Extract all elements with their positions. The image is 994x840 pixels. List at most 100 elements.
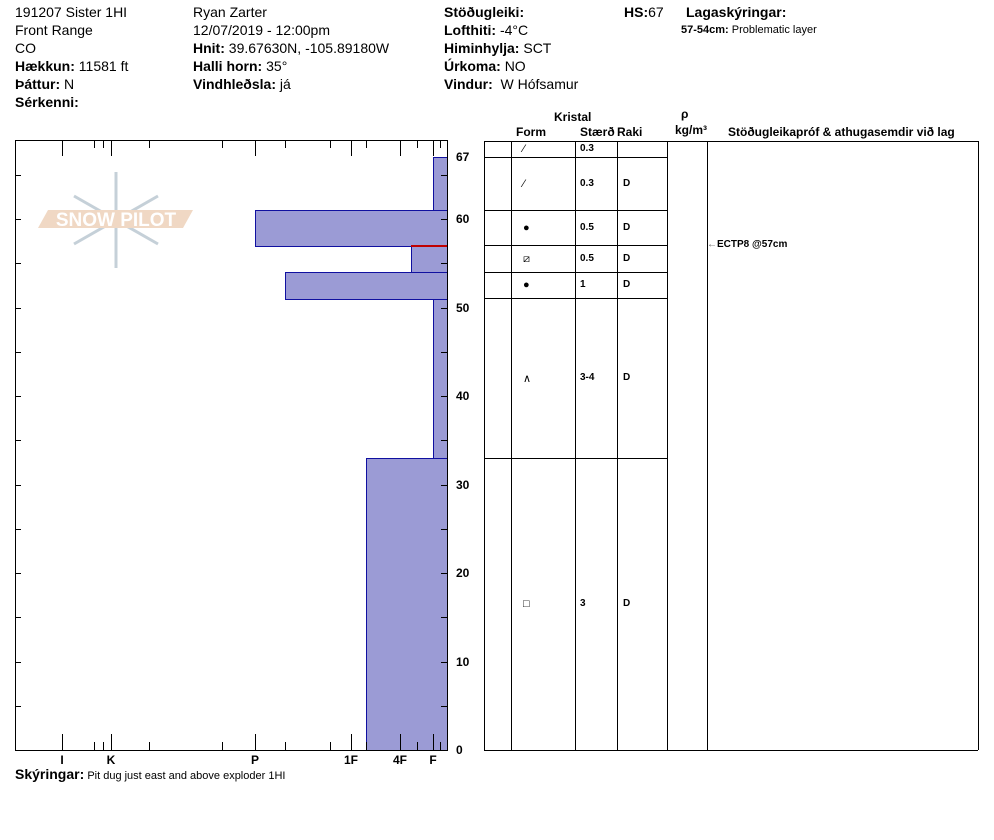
y-tick	[15, 263, 21, 265]
table-bottom-line	[484, 750, 978, 751]
x-tick	[103, 140, 104, 148]
chart-right-axis	[447, 140, 448, 750]
notes-text: Pit dug just east and above exploder 1HI	[87, 770, 286, 782]
x-tick	[94, 742, 95, 750]
notes: Skýringar: Pit dug just east and above e…	[15, 766, 285, 782]
y-tick	[15, 307, 21, 309]
hs: HS:67	[624, 3, 664, 21]
x-tick	[417, 140, 418, 148]
y-tick	[441, 528, 447, 530]
problem-layer-marker	[411, 244, 447, 247]
moisture-header: Raki	[617, 125, 643, 139]
coords: Hnit: 39.67630N, -105.89180W	[193, 39, 389, 57]
stability-header: Stöðugleikapróf & athugasemdir við lag	[728, 125, 955, 139]
stability-test: ←ECTP8 @57cm	[707, 239, 787, 250]
sky-value: SCT	[523, 40, 552, 56]
y-tick	[441, 440, 447, 442]
x-tick	[62, 140, 63, 156]
hardness-label: K	[106, 753, 116, 767]
chart-top-axis	[15, 140, 447, 141]
elevation-value: 11581 ft	[78, 58, 129, 74]
y-tick	[441, 617, 447, 619]
sky-label: Himinhylja:	[444, 40, 520, 56]
snowpilot-logo: SNOW PILOT	[38, 170, 198, 270]
stability-label: Stöðugleiki:	[444, 4, 525, 20]
y-tick	[441, 705, 447, 707]
wind-loading-value: já	[279, 76, 291, 92]
y-tick	[441, 661, 447, 663]
faceted-rounded-icon: ⧄	[523, 252, 530, 265]
table-row-line	[484, 458, 667, 459]
y-tick	[441, 750, 447, 751]
coords-label: Hnit:	[193, 40, 225, 56]
moisture: D	[623, 252, 631, 264]
aspect: Þáttur: N	[15, 75, 74, 93]
decomposing-fragments-icon: ⁄	[523, 177, 525, 190]
hardness-bar	[411, 245, 448, 274]
x-tick	[433, 140, 434, 156]
hardness-label: F	[429, 753, 437, 767]
grain-size: 0.3	[580, 177, 594, 189]
hardness-bar	[433, 157, 448, 212]
x-tick	[330, 140, 331, 148]
table-column-line	[707, 141, 708, 750]
x-tick	[285, 140, 286, 148]
grain-size: 3-4	[580, 372, 595, 383]
y-tick	[15, 219, 21, 220]
x-tick	[330, 742, 331, 750]
y-tick	[15, 351, 21, 353]
table-column-line	[575, 141, 576, 750]
hardness-label: P	[250, 753, 260, 767]
y-tick-label: 30	[456, 477, 470, 492]
hardness-bar	[285, 272, 448, 300]
wind-loading: Vindhleðsla: já	[193, 75, 291, 93]
moisture: D	[623, 279, 631, 290]
table-row-line	[484, 245, 667, 246]
x-tick	[103, 742, 104, 750]
x-tick	[400, 140, 401, 156]
slope: Halli horn: 35°	[193, 57, 287, 75]
layer-notes-label: Lagaskýringar:	[686, 4, 787, 20]
hs-label: HS:	[624, 4, 649, 20]
x-tick	[149, 742, 150, 750]
y-tick-label: 50	[456, 300, 470, 315]
x-tick	[255, 734, 256, 750]
table-column-line	[511, 141, 512, 750]
x-tick	[222, 140, 223, 148]
wind: Vindur: W Hófsamur	[444, 75, 578, 93]
y-tick	[441, 174, 447, 176]
table-row-line	[484, 157, 667, 158]
x-tick	[111, 140, 112, 156]
y-tick	[15, 617, 21, 619]
state: CO	[15, 40, 36, 56]
wind-label: Vindur:	[444, 76, 493, 92]
table-top-line	[484, 141, 978, 142]
y-tick-label: 60	[456, 212, 470, 226]
x-tick	[62, 734, 63, 750]
y-tick-label: 20	[456, 566, 470, 580]
layer-note-range: 57-54cm:	[681, 24, 729, 36]
grain-size: 0.3	[580, 143, 594, 154]
y-tick-label: 10	[456, 654, 470, 669]
y-tick	[15, 174, 21, 176]
grain-size: 0.5	[580, 252, 594, 264]
x-tick	[149, 140, 150, 148]
aspect-value: N	[64, 76, 75, 92]
y-tick	[15, 573, 21, 574]
y-tick	[15, 484, 21, 486]
layer-note-text: Problematic layer	[731, 24, 817, 36]
test-result: ECTP8 @57cm	[717, 239, 788, 250]
crystal-header: Kristal	[554, 110, 592, 124]
wind-value: W Hófsamur	[500, 76, 579, 92]
rounded-grains-icon: ●	[523, 221, 530, 234]
slope-value: 35°	[266, 58, 288, 74]
notes-label: Skýringar:	[15, 766, 85, 782]
density-symbol: ρ	[681, 107, 689, 121]
y-tick	[441, 307, 447, 309]
elevation-label: Hækkun:	[15, 58, 75, 74]
hardness-bar	[433, 298, 448, 459]
y-tick	[441, 351, 447, 353]
x-tick	[440, 140, 441, 148]
precip: Úrkoma: NO	[444, 57, 526, 75]
x-tick	[255, 140, 256, 156]
